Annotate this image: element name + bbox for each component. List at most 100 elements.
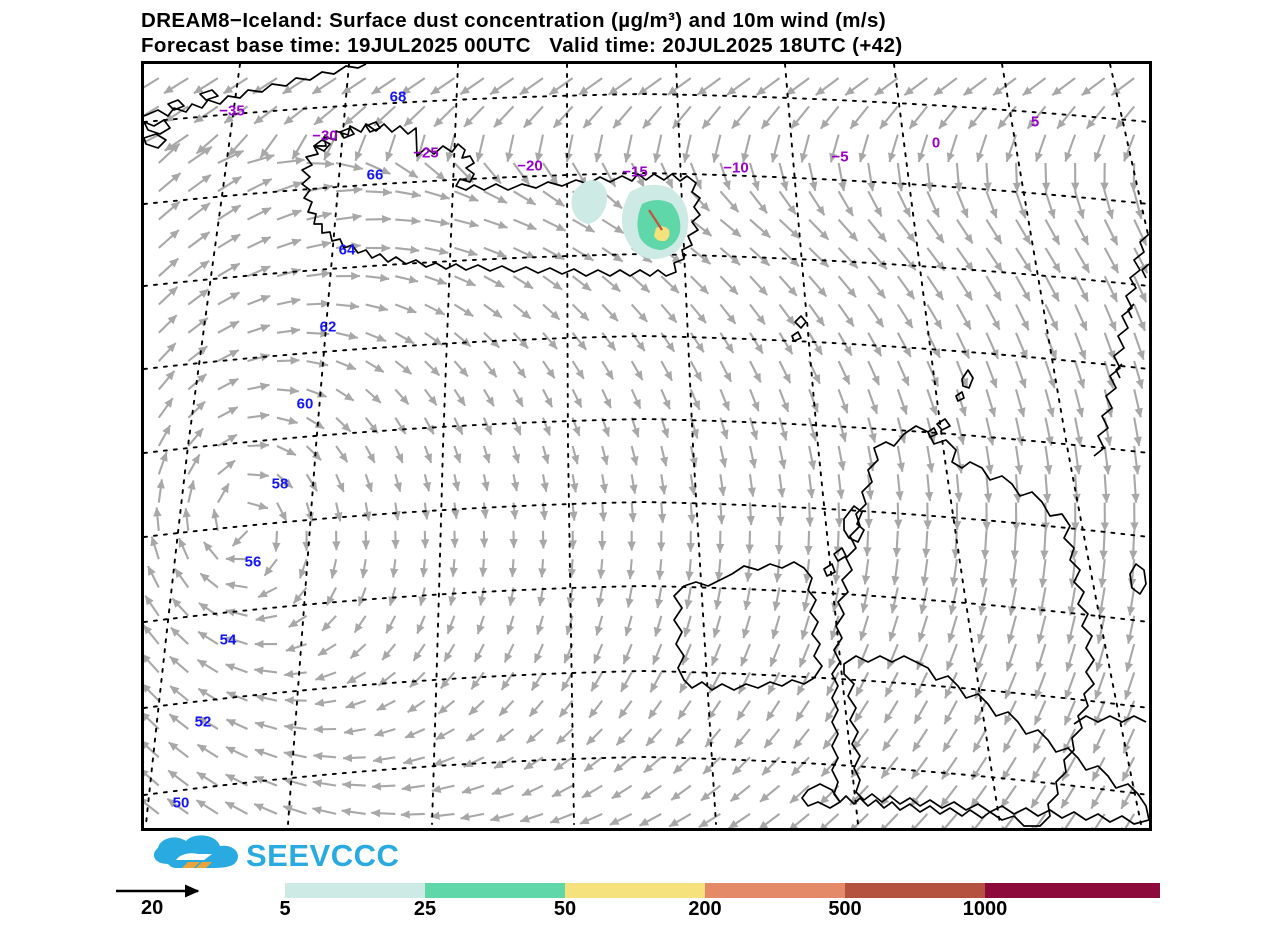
wind-arrow [815,77,840,96]
colorbar-labels: 5 25 50 200 500 1000 [0,898,1282,924]
wind-arrow [728,813,751,828]
wind-arrow [1074,417,1084,447]
wind-arrow [896,218,916,243]
wind-arrow [167,769,189,787]
wind-arrow [193,105,219,124]
wind-arrow [453,275,476,287]
wind-arrow [276,473,294,489]
wind-arrow [365,360,385,373]
wind-arrow [463,756,485,768]
wind-arrow [668,812,692,828]
wind-arrow [714,559,724,582]
wind-arrow [1081,77,1106,97]
wind-arrow [601,162,617,188]
wind-arrow [199,572,219,589]
wind-arrow [653,615,663,637]
wind-arrow [777,474,786,498]
wind-arrow [1121,756,1136,782]
wind-arrow [314,698,337,707]
wind-arrow [763,728,781,749]
wind-arrow [879,784,899,807]
wind-arrow [623,134,633,163]
wind-arrow [395,245,420,254]
wind-arrow [858,134,870,163]
wind-arrow [684,587,693,610]
wind-arrow [880,756,899,779]
wind-arrow [601,275,621,293]
wind-reference-label: 20 [141,897,164,919]
wind-arrow [168,713,189,730]
wind-arrow [1026,105,1047,130]
wind-arrow [806,474,816,499]
dust-concentration-plume [571,180,689,259]
logo-wordmark: SEEVCCC [246,838,400,873]
wind-arrow [1015,247,1033,273]
wind-arrow [1091,756,1106,782]
wind-arrow [483,360,498,378]
wind-arrow [808,247,830,268]
wind-arrow [955,445,965,474]
wind-arrow [217,291,240,306]
wind-arrow [1064,672,1077,700]
wind-arrow [423,417,435,435]
wind-arrow [582,105,603,129]
wind-arrow [283,669,307,679]
wind-arrow [859,615,870,641]
wind-arrow [1044,190,1056,219]
wind-arrow [955,332,971,359]
wind-arrow [759,784,781,803]
wind-arrow [197,630,219,645]
wind-arrow [1074,275,1089,303]
wind-arrow [675,728,692,747]
wind-arrow [315,671,337,681]
wind-arrow [1033,700,1047,726]
wind-arrow [941,756,958,780]
wind-arrow [312,751,337,761]
wind-arrow [283,777,307,787]
wind-arrow [879,813,899,828]
wind-arrow [1133,191,1144,220]
wind-arrow [1133,389,1143,418]
wind-arrow [795,700,810,722]
wind-arrow [169,655,189,674]
wind-arrow [583,756,603,773]
wind-arrow [489,812,514,822]
wind-arrow [1015,332,1029,360]
wind-arrow [1093,134,1106,162]
wind-arrow [257,586,278,599]
wind-arrow [615,728,633,746]
map-panel[interactable] [141,61,1152,831]
wind-arrow [808,218,830,241]
wind-arrow [626,559,635,580]
wind-arrow [1103,304,1117,332]
wind-arrow [798,643,811,668]
colorbar-segment-500 [845,883,985,898]
wind-arrow [500,671,515,691]
wind-arrow [481,474,490,492]
wind-arrow [867,360,881,386]
wind-arrow [1074,190,1085,220]
wind-arrow [144,624,160,645]
longitude-label-minus10: −10 [723,159,749,177]
wind-arrow [549,812,573,824]
wind-arrow [1097,587,1106,617]
wind-arrow [630,445,639,466]
wind-arrow [483,246,507,258]
wind-arrow [475,134,485,163]
colorbar[interactable] [285,883,1160,898]
wind-arrow [317,643,337,657]
wind-arrow [1124,643,1136,673]
wind-arrow [1042,474,1052,504]
wind-arrow [512,332,529,350]
wind-arrow [925,162,934,192]
wind-arrow [394,388,410,405]
wind-arrow [613,756,633,773]
wind-arrow [926,389,938,416]
map-canvas [144,64,1149,828]
longitude-label-minus15: −15 [622,163,648,181]
wind-arrow [1074,360,1086,389]
wind-arrow [744,559,753,583]
wind-arrow [217,459,236,476]
wind-arrow [926,303,943,330]
wind-arrow [407,699,426,714]
